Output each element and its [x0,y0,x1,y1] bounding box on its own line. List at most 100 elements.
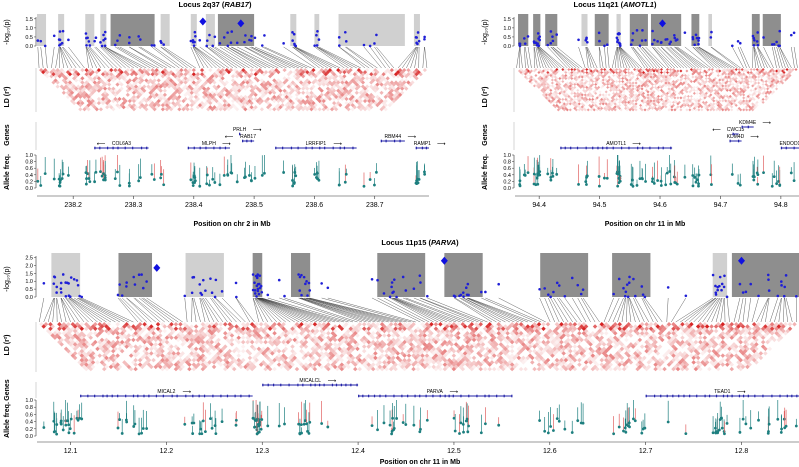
snp-connector [733,297,741,323]
ld-cell [710,70,714,74]
ld-cell [294,357,300,363]
ld-cell [127,98,132,104]
freq-point [597,175,601,178]
ld-cell [93,322,98,327]
ld-cell [180,351,185,356]
ld-cell [400,342,405,347]
ld-cell [628,87,632,91]
ld-cell [284,103,289,108]
ld-cell [745,99,749,103]
snp-connector [516,46,520,69]
ld-cell [433,357,439,363]
assoc-point [192,44,196,47]
ld-cell [555,82,559,86]
assoc-point [459,293,463,297]
ld-cell [307,96,312,102]
snp-connector [56,297,62,323]
ld-cell [404,324,410,329]
ld-cell [137,357,143,363]
ld-cell [579,97,583,101]
ld-cell [140,90,145,95]
snp-connector [299,297,371,323]
assoc-point [162,43,165,46]
ld-cell [781,69,785,73]
ld-cell [706,87,710,91]
ld-cell [676,72,680,76]
ld-cell [226,107,231,112]
ld-cell [627,100,631,104]
ld-cell [651,73,655,77]
ld-cell [540,88,544,92]
snp-connector [235,297,251,323]
ld-cell [179,88,184,93]
freq-point [368,178,372,181]
ld-cell [152,86,157,91]
ld-cell [319,324,324,329]
ld-cell [751,93,755,97]
ld-cell [418,342,423,347]
ld-cell [107,98,112,104]
ld-cell [133,330,138,336]
ld-cell [154,68,159,73]
ld-cell [716,85,720,89]
ld-cell [776,70,780,74]
ld-cell [671,91,675,95]
ld-cell [631,105,635,109]
ld-cell [142,344,147,349]
ld-cell [223,366,228,372]
ld-cell [65,90,71,95]
ld-cell [698,94,702,98]
assoc-point [640,39,644,42]
assoc-point [497,282,500,286]
ld-cell [393,339,398,345]
freq-point [546,172,550,176]
haplotype-block [100,14,107,46]
ld-cell [138,72,143,77]
ld-cell [400,364,405,370]
ld-cell [685,75,689,79]
ld-cell [562,90,566,94]
ld-cell [79,330,85,336]
ld-cell [701,94,705,98]
ld-cell [150,84,155,89]
ld-cell [214,344,219,349]
ld-cell [640,90,644,94]
assoc-point [55,291,58,294]
ld-cell [197,103,203,108]
ld-cell [607,78,611,82]
ld-cell [346,333,351,338]
ld-cell [426,346,432,352]
assoc-point [298,275,302,279]
ld-cell [659,106,663,110]
ld-cell [670,81,674,85]
ld-cell [100,80,106,85]
snp-connector [527,46,532,69]
ld-cell [166,351,172,356]
ld-cell [189,324,194,329]
ld-cell [337,346,342,352]
ld-cell [383,70,388,75]
ld-cell [667,87,671,91]
ld-cell [719,76,723,80]
ld-cell [643,81,647,85]
ld-cell [245,326,250,331]
snp-connector [607,46,610,69]
gene-exon [597,146,599,150]
ld-cell [249,344,255,349]
assoc-point [605,43,609,47]
ld-cell [301,337,306,343]
ld-cell [764,94,768,98]
ld-cell [336,88,341,93]
ld-cell [164,70,170,75]
assoc-point [258,274,262,277]
ld-cell [625,78,629,82]
ld-cell [582,103,586,107]
ld-cell [272,348,277,354]
haplotype-block [545,14,558,46]
ld-cell [198,360,203,365]
ld-cell [698,73,702,77]
ld-cell [323,346,329,352]
ld-cell [216,346,221,352]
assoc-point [641,293,645,296]
ld-cell [643,108,647,112]
